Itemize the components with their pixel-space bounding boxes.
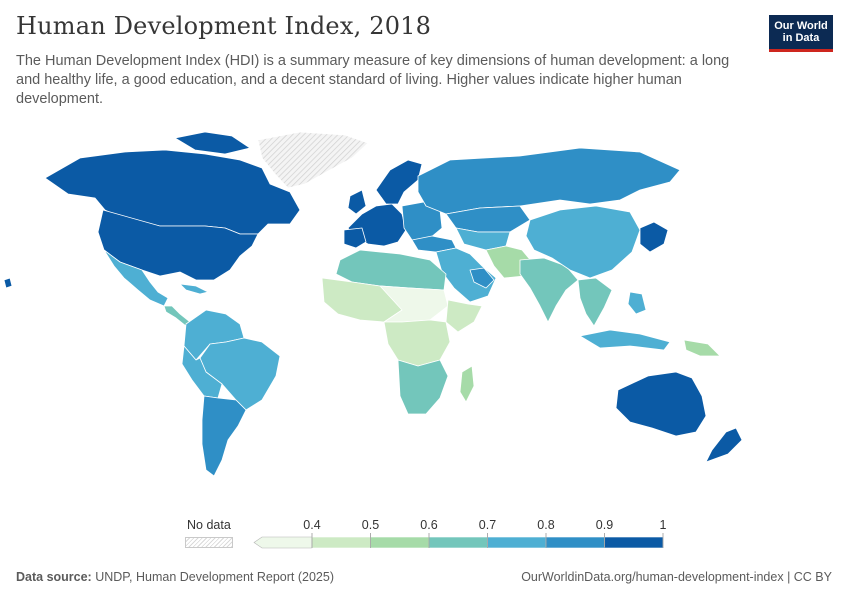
region-greenland[interactable]	[257, 131, 369, 189]
legend-tick-label: 0.6	[420, 518, 437, 532]
region-peru-bolivia[interactable]	[181, 345, 223, 399]
legend-bin-below-min[interactable]	[253, 536, 313, 549]
region-scandinavia[interactable]	[375, 159, 423, 205]
region-uk-ireland[interactable]	[347, 189, 367, 215]
logo-line-1: Our World	[774, 20, 828, 32]
legend-tick-label: 1	[660, 518, 667, 532]
region-horn-of-africa[interactable]	[445, 299, 483, 333]
region-caribbean[interactable]	[179, 283, 209, 295]
region-middle-east[interactable]	[435, 247, 497, 303]
region-philippines[interactable]	[627, 291, 647, 315]
region-madagascar[interactable]	[459, 365, 475, 403]
data-source-text: UNDP, Human Development Report (2025)	[95, 570, 334, 584]
owid-logo[interactable]: Our World in Data	[769, 15, 833, 52]
region-gulf[interactable]	[469, 267, 495, 289]
color-legend: 0.4 0.5 0.6 0.7 0.8 0.9 1	[253, 518, 667, 549]
data-source-label: Data source:	[16, 570, 92, 584]
legend-bin-0.4-0.5[interactable]	[311, 536, 371, 549]
region-mexico[interactable]	[103, 249, 169, 307]
region-southeast-asia[interactable]	[577, 277, 613, 327]
legend-tick-label: 0.8	[537, 518, 554, 532]
region-china[interactable]	[525, 205, 641, 279]
region-russia[interactable]	[417, 147, 681, 215]
legend-bin-0.7-0.8[interactable]	[487, 536, 547, 549]
region-central-america[interactable]	[163, 305, 191, 327]
legend-no-data-label: No data	[187, 518, 231, 532]
region-japan-korea[interactable]	[639, 221, 669, 253]
region-australia[interactable]	[615, 371, 707, 437]
source-url-link[interactable]: OurWorldinData.org/human-development-ind…	[521, 570, 832, 584]
legend-bin-0.6-0.7[interactable]	[428, 536, 488, 549]
region-hawaii[interactable]	[3, 277, 13, 289]
region-canada-islands[interactable]	[174, 131, 251, 155]
region-png[interactable]	[683, 339, 721, 357]
legend-bin-0.5-0.6[interactable]	[370, 536, 430, 549]
region-southern-africa[interactable]	[397, 359, 449, 415]
legend-tick-label: 0.7	[479, 518, 496, 532]
region-iberia[interactable]	[343, 227, 367, 249]
region-indonesia[interactable]	[579, 329, 671, 351]
legend-bin-0.8-0.9[interactable]	[545, 536, 605, 549]
chart-subtitle: The Human Development Index (HDI) is a s…	[16, 53, 730, 107]
legend-no-data-swatch	[185, 537, 233, 548]
legend-bin-0.9-1[interactable]	[604, 536, 664, 549]
region-southern-cone[interactable]	[201, 395, 247, 477]
legend-tick-label: 0.4	[303, 518, 320, 532]
region-canada[interactable]	[44, 149, 301, 235]
region-central-africa[interactable]	[383, 319, 451, 367]
legend-tick-label: 0.9	[596, 518, 613, 532]
region-new-zealand[interactable]	[705, 427, 743, 463]
logo-line-2: in Data	[782, 32, 820, 44]
chart-title: Human Development Index, 2018	[16, 12, 432, 40]
world-map[interactable]	[0, 110, 850, 510]
region-india[interactable]	[519, 257, 579, 323]
data-source: Data source: UNDP, Human Development Rep…	[16, 570, 334, 584]
legend-tick-label: 0.5	[362, 518, 379, 532]
